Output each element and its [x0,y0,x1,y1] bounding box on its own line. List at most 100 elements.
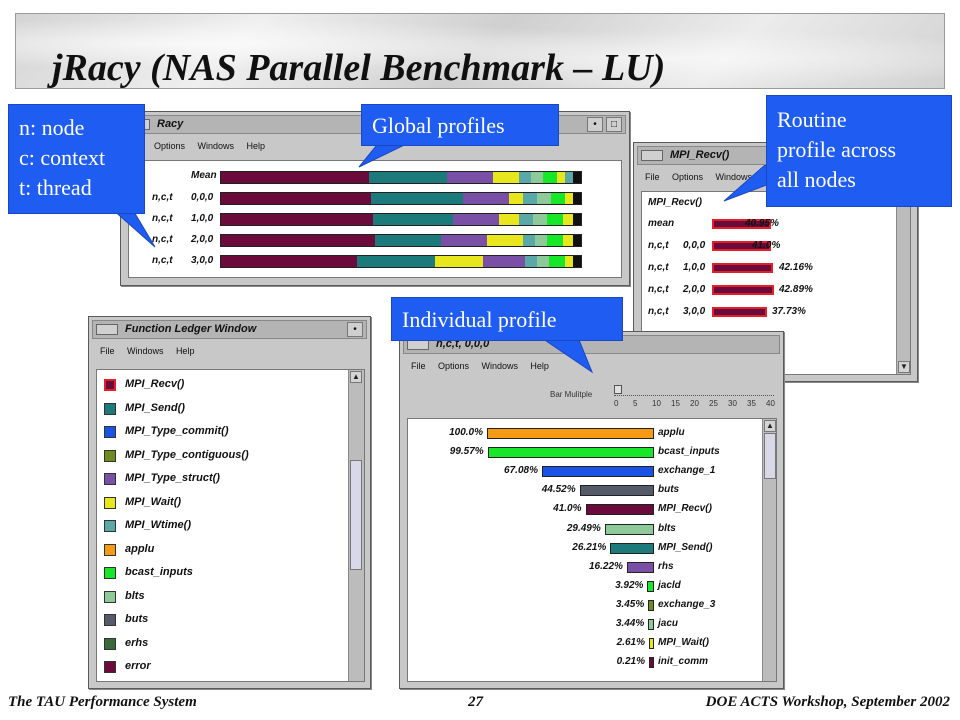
menu-windows[interactable]: Windows [126,346,164,356]
individual-title: n,c,t, 0,0,0 [436,338,490,350]
ledger-body: MPI_Recv() MPI_Send() MPI_Type_commit() MPI… [96,369,365,682]
profile-bar[interactable] [487,428,654,439]
color-swatch-icon [104,496,116,509]
stacked-bar-node2[interactable] [220,234,582,247]
routine-line-3: all nodes [777,167,856,192]
recv-bar[interactable] [712,263,773,273]
individual-window: n,c,t, 0,0,0 File Options Windows Help B… [399,331,784,689]
profile-bar[interactable] [604,523,654,535]
menu-options[interactable]: Options [671,172,703,182]
stacked-bar-node0[interactable] [220,192,582,205]
color-swatch-icon [104,379,116,391]
ledger-item[interactable]: MPI_Wait() [97,494,347,514]
color-swatch-icon [104,637,116,650]
slider-tick-label: 40 [766,399,775,408]
menu-options[interactable]: Options [437,361,469,371]
window-menu-icon[interactable] [641,150,663,161]
ledger-item[interactable]: buts [97,611,347,631]
color-swatch-icon [104,426,116,438]
scroll-up-icon[interactable]: ▲ [350,371,362,383]
slider-tick-label: 15 [671,399,680,408]
menu-help[interactable]: Help [246,141,265,151]
recv-scrollbar[interactable]: ▼ [896,192,910,374]
stacked-bar-node3[interactable] [220,255,582,268]
profile-bar[interactable] [579,485,654,497]
profile-bar[interactable] [610,542,654,554]
bar-multiple-slider[interactable]: 0 5 10 15 20 25 30 35 40 [614,385,775,411]
ledger-item[interactable]: MPI_Type_struct() [97,470,347,490]
scroll-down-icon[interactable]: ▼ [898,361,910,373]
profile-bar[interactable] [649,657,654,669]
color-swatch-icon [104,449,116,462]
ledger-item[interactable]: MPI_Recv() [97,376,347,396]
stacked-bar-mean[interactable] [220,171,582,184]
routine-line-1: Routine [777,107,847,132]
menu-options[interactable]: Options [154,141,186,151]
menu-windows[interactable]: Windows [197,141,234,151]
ledger-item[interactable]: MPI_Send() [97,400,347,420]
ledger-item[interactable]: MPI_Wtime() [97,517,347,537]
scroll-thumb[interactable] [764,433,776,479]
menu-file[interactable]: File [645,172,660,182]
scroll-up-icon[interactable]: ▲ [764,420,776,432]
recv-row-id: 1,0,0 [683,262,706,273]
profile-function-name: MPI_Recv() [658,503,712,515]
scroll-thumb[interactable] [350,460,362,570]
ledger-scrollbar[interactable]: ▲ [348,370,364,681]
profile-function-name: bcast_inputs [658,446,720,458]
ledger-item-label: erhs [125,636,149,649]
ledger-title: Function Ledger Window [125,323,257,335]
minimize-icon[interactable]: • [347,322,363,337]
profile-function-name: buts [658,484,680,496]
routine-line-2: profile across [777,137,897,162]
recv-bar[interactable] [712,219,772,229]
ledger-item[interactable]: erhs [97,635,347,655]
maximize-icon[interactable]: □ [606,117,622,132]
profile-bar[interactable] [648,619,654,630]
menu-windows[interactable]: Windows [481,361,518,371]
menu-file[interactable]: File [411,361,426,371]
row-id: 1,0,0 [191,213,214,224]
recv-bar[interactable] [712,307,767,317]
individual-scrollbar[interactable]: ▲ [762,419,776,681]
ledger-item-label: MPI_Type_struct() [125,472,220,484]
ledger-item[interactable]: bcast_inputs [97,564,347,584]
slider-thumb-icon[interactable] [614,385,622,394]
ledger-item[interactable]: MPI_Type_contiguous() [97,447,347,467]
profile-bar[interactable] [585,504,654,516]
menu-help[interactable]: Help [530,361,549,371]
recv-row-label: n,c,t [648,284,669,295]
ledger-item-label: blts [125,589,145,602]
profile-percent: 0.21% [616,656,645,668]
profile-bar[interactable] [649,638,654,650]
menu-windows[interactable]: Windows [715,172,752,182]
profile-bar[interactable] [626,561,654,573]
profile-percent: 41.0% [553,503,582,515]
profile-bar[interactable] [647,580,654,592]
minimize-icon[interactable]: • [587,117,603,132]
menu-file[interactable]: File [100,346,115,356]
row-label-mean: Mean [191,170,217,181]
color-swatch-icon [104,473,116,485]
row-label: n,c,t [152,234,173,245]
ledger-item[interactable]: MPI_Type_commit() [97,423,347,443]
profile-percent: 29.49% [566,522,601,534]
ledger-window: Function Ledger Window • File Windows He… [88,316,371,689]
profile-bar[interactable] [541,466,654,478]
ledger-item[interactable]: applu [97,541,347,561]
individual-callout: Individual profile [391,297,623,341]
ledger-item[interactable]: error [97,658,347,678]
profile-bar[interactable] [648,599,654,611]
legend-callout: n: node c: context t: thread [8,104,145,214]
recv-bar[interactable] [712,285,774,295]
window-menu-icon[interactable] [96,324,118,335]
ledger-titlebar[interactable]: Function Ledger Window • [92,320,367,339]
menu-help[interactable]: Help [175,346,195,356]
stacked-bar-node1[interactable] [220,213,582,226]
profile-bar[interactable] [487,447,654,459]
color-swatch-icon [104,402,116,415]
row-label: n,c,t [152,192,173,203]
ledger-item[interactable]: blts [97,588,347,608]
recv-bar[interactable] [712,241,772,251]
ledger-item-label: MPI_Wait() [125,495,182,508]
